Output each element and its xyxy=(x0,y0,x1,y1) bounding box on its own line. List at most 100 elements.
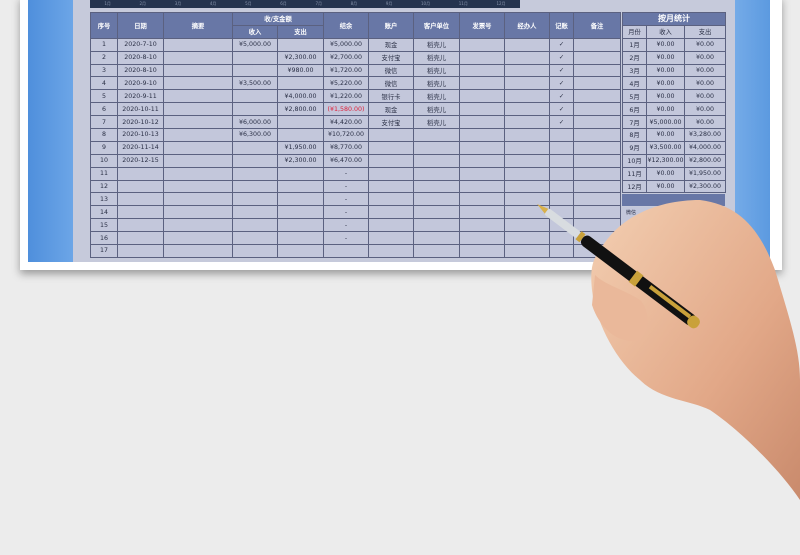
cell-account[interactable]: 微信 xyxy=(368,76,414,91)
cell-client[interactable] xyxy=(413,231,460,246)
cell-client[interactable]: 稻壳儿 xyxy=(413,37,460,52)
cell-balance[interactable]: - xyxy=(323,192,369,207)
cell-note[interactable] xyxy=(573,166,621,181)
cell-client[interactable]: 稻壳儿 xyxy=(413,115,460,130)
cell-account[interactable]: 支付宝 xyxy=(368,50,414,65)
cell-client[interactable] xyxy=(413,153,460,168)
cell-client[interactable] xyxy=(413,179,460,194)
cell-income[interactable]: ¥6,300.00 xyxy=(232,128,278,142)
cell-balance[interactable]: ¥4,420.00 xyxy=(323,115,369,130)
cell-invoice[interactable] xyxy=(459,37,505,52)
cell-no[interactable]: 11 xyxy=(90,166,118,181)
cell-booked[interactable]: ✓ xyxy=(549,76,574,91)
cell-summary[interactable] xyxy=(163,76,233,91)
cell-balance[interactable]: ¥6,470.00 xyxy=(323,153,369,168)
cell-summary[interactable] xyxy=(163,115,233,130)
cell-date[interactable]: 2020-7-10 xyxy=(117,37,164,52)
cell-income[interactable] xyxy=(232,244,278,258)
cell-client[interactable]: 稻壳儿 xyxy=(413,102,460,117)
cell-no[interactable]: 5 xyxy=(90,89,118,104)
cell-summary[interactable] xyxy=(163,218,233,233)
cell-booked[interactable] xyxy=(549,128,574,142)
cell-date[interactable] xyxy=(117,218,164,233)
cell-date[interactable]: 2020-8-10 xyxy=(117,63,164,78)
cell-account[interactable] xyxy=(368,166,414,181)
cell-note[interactable] xyxy=(573,153,621,168)
cell-handler[interactable] xyxy=(504,218,550,233)
cell-date[interactable]: 2020-8-10 xyxy=(117,50,164,65)
cell-summary[interactable] xyxy=(163,166,233,181)
cell-account[interactable]: 现金 xyxy=(368,37,414,52)
cell-client[interactable] xyxy=(413,166,460,181)
cell-balance[interactable]: - xyxy=(323,179,369,194)
cell-invoice[interactable] xyxy=(459,153,505,168)
cell-client[interactable]: 稻壳儿 xyxy=(413,50,460,65)
cell-summary[interactable] xyxy=(163,89,233,104)
cell-no[interactable]: 8 xyxy=(90,128,118,142)
cell-income[interactable]: ¥5,000.00 xyxy=(232,37,278,52)
cell-summary[interactable] xyxy=(163,102,233,117)
cell-no[interactable]: 1 xyxy=(90,37,118,52)
cell-no[interactable]: 17 xyxy=(90,244,118,258)
cell-handler[interactable] xyxy=(504,153,550,168)
cell-balance[interactable]: ¥8,770.00 xyxy=(323,140,369,155)
cell-invoice[interactable] xyxy=(459,89,505,104)
cell-note[interactable] xyxy=(573,128,621,142)
cell-summary[interactable] xyxy=(163,244,233,258)
cell-client[interactable]: 稻壳儿 xyxy=(413,89,460,104)
cell-handler[interactable] xyxy=(504,205,550,220)
cell-client[interactable] xyxy=(413,140,460,155)
cell-balance[interactable]: ¥1,720.00 xyxy=(323,63,369,78)
cell-balance[interactable] xyxy=(323,244,369,258)
cell-no[interactable]: 2 xyxy=(90,50,118,65)
cell-summary[interactable] xyxy=(163,205,233,220)
cell-invoice[interactable] xyxy=(459,166,505,181)
cell-expense[interactable] xyxy=(277,128,324,142)
cell-account[interactable] xyxy=(368,244,414,258)
cell-balance[interactable]: - xyxy=(323,231,369,246)
cell-income[interactable] xyxy=(232,89,278,104)
cell-expense[interactable] xyxy=(277,166,324,181)
cell-booked[interactable] xyxy=(549,192,574,207)
cell-client[interactable] xyxy=(413,244,460,258)
cell-booked[interactable] xyxy=(549,179,574,194)
cell-client[interactable]: 稻壳儿 xyxy=(413,63,460,78)
cell-handler[interactable] xyxy=(504,179,550,194)
cell-booked[interactable]: ✓ xyxy=(549,50,574,65)
cell-note[interactable] xyxy=(573,205,621,220)
cell-handler[interactable] xyxy=(504,115,550,130)
cell-handler[interactable] xyxy=(504,37,550,52)
cell-invoice[interactable] xyxy=(459,63,505,78)
cell-invoice[interactable] xyxy=(459,76,505,91)
cell-handler[interactable] xyxy=(504,89,550,104)
cell-summary[interactable] xyxy=(163,179,233,194)
cell-summary[interactable] xyxy=(163,192,233,207)
cell-account[interactable] xyxy=(368,231,414,246)
cell-account[interactable] xyxy=(368,179,414,194)
cell-income[interactable]: ¥3,500.00 xyxy=(232,76,278,91)
cell-booked[interactable]: ✓ xyxy=(549,37,574,52)
cell-invoice[interactable] xyxy=(459,128,505,142)
cell-client[interactable] xyxy=(413,128,460,142)
cell-note[interactable] xyxy=(573,37,621,52)
cell-expense[interactable] xyxy=(277,76,324,91)
cell-date[interactable] xyxy=(117,244,164,258)
cell-balance[interactable]: - xyxy=(323,166,369,181)
cell-handler[interactable] xyxy=(504,63,550,78)
cell-summary[interactable] xyxy=(163,37,233,52)
cell-invoice[interactable] xyxy=(459,231,505,246)
cell-expense[interactable]: ¥2,300.00 xyxy=(277,50,324,65)
cell-income[interactable] xyxy=(232,205,278,220)
cell-handler[interactable] xyxy=(504,244,550,258)
cell-expense[interactable] xyxy=(277,37,324,52)
cell-handler[interactable] xyxy=(504,231,550,246)
cell-handler[interactable] xyxy=(504,50,550,65)
cell-invoice[interactable] xyxy=(459,244,505,258)
cell-expense[interactable]: ¥4,000.00 xyxy=(277,89,324,104)
cell-booked[interactable] xyxy=(549,153,574,168)
cell-client[interactable]: 稻壳儿 xyxy=(413,76,460,91)
cell-income[interactable] xyxy=(232,218,278,233)
cell-income[interactable] xyxy=(232,50,278,65)
cell-note[interactable] xyxy=(573,76,621,91)
cell-income[interactable] xyxy=(232,63,278,78)
